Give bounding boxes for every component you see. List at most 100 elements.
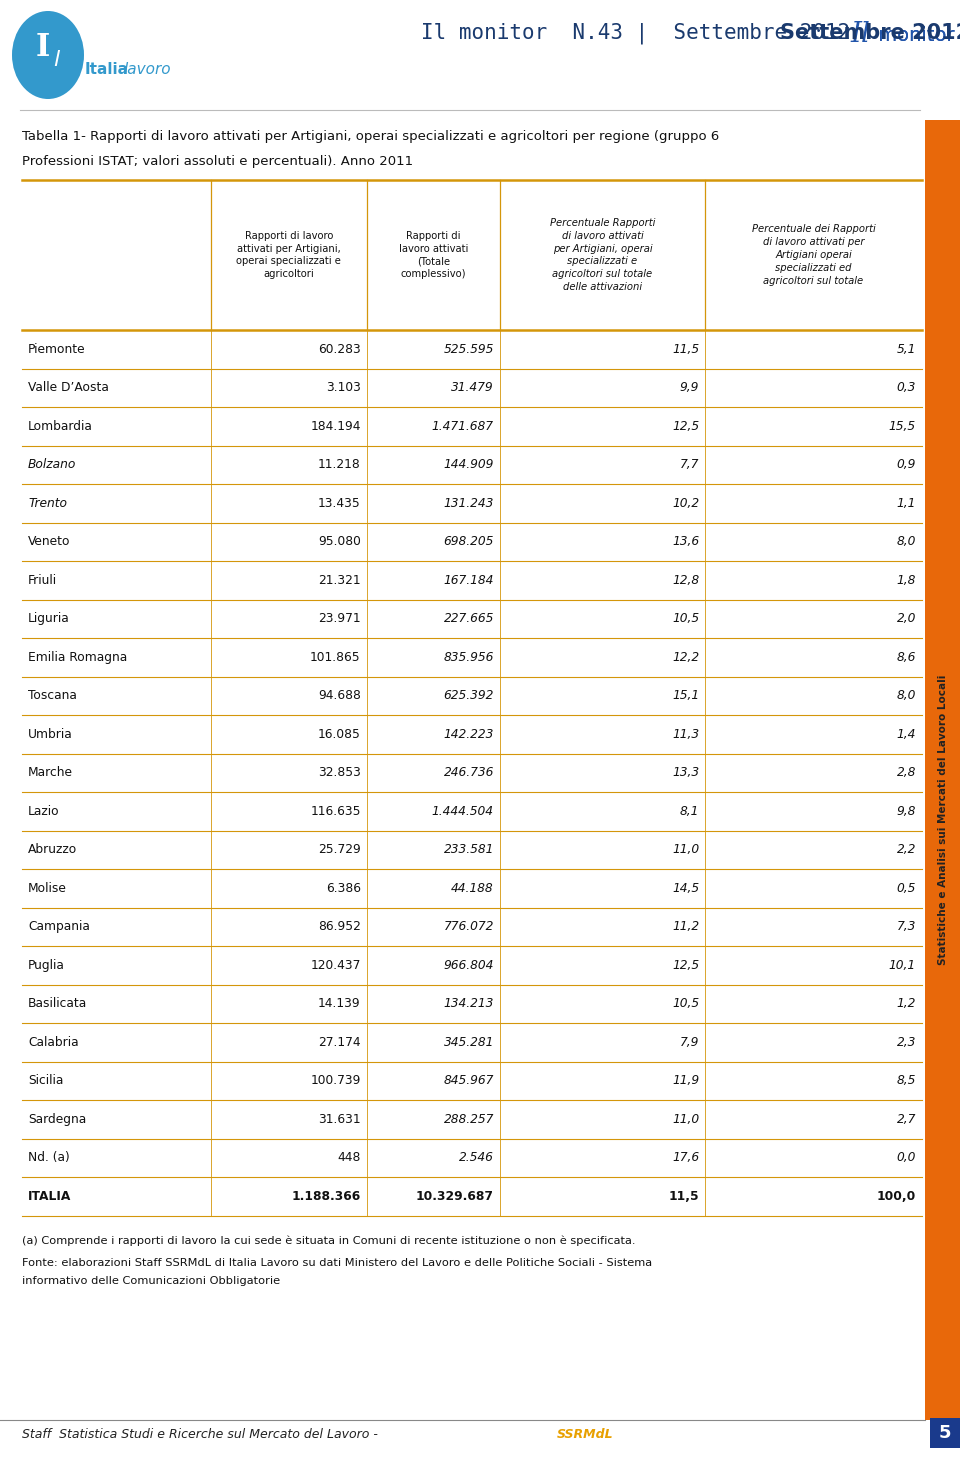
- Text: monitor  N.43 |: monitor N.43 |: [872, 25, 960, 45]
- Text: Puglia: Puglia: [28, 959, 65, 972]
- Text: 12,5: 12,5: [672, 420, 699, 432]
- Bar: [930, 1418, 960, 1448]
- Text: Sicilia: Sicilia: [28, 1075, 63, 1088]
- Text: Nd. (a): Nd. (a): [28, 1152, 70, 1164]
- Text: 1,4: 1,4: [897, 727, 916, 740]
- Text: 7,7: 7,7: [680, 458, 699, 472]
- Text: Bolzano: Bolzano: [28, 458, 77, 472]
- Text: 0,3: 0,3: [897, 381, 916, 394]
- Text: 100.739: 100.739: [310, 1075, 361, 1088]
- Text: 227.665: 227.665: [444, 612, 493, 625]
- Text: 11,5: 11,5: [672, 343, 699, 356]
- Text: 11,0: 11,0: [672, 1113, 699, 1126]
- Text: 11,0: 11,0: [672, 844, 699, 856]
- Text: Trento: Trento: [28, 496, 67, 510]
- Text: Il monitor  N.43 |  Settembre 2012: Il monitor N.43 | Settembre 2012: [420, 22, 850, 44]
- Text: 131.243: 131.243: [444, 496, 493, 510]
- Text: 233.581: 233.581: [444, 844, 493, 856]
- Text: 44.188: 44.188: [451, 882, 493, 895]
- Text: Tabella 1- Rapporti di lavoro attivati per Artigiani, operai specializzati e agr: Tabella 1- Rapporti di lavoro attivati p…: [22, 130, 719, 143]
- Text: 100,0: 100,0: [876, 1190, 916, 1203]
- Text: 11,5: 11,5: [668, 1190, 699, 1203]
- Text: Molise: Molise: [28, 882, 67, 895]
- Text: Staff  Statistica Studi e Ricerche sul Mercato del Lavoro -: Staff Statistica Studi e Ricerche sul Me…: [22, 1428, 382, 1441]
- Text: 2,2: 2,2: [897, 844, 916, 856]
- Text: Veneto: Veneto: [28, 536, 70, 549]
- Text: (a) Comprende i rapporti di lavoro la cui sede è situata in Comuni di recente is: (a) Comprende i rapporti di lavoro la cu…: [22, 1235, 636, 1245]
- Text: Campania: Campania: [28, 920, 90, 933]
- Text: Marche: Marche: [28, 766, 73, 780]
- Text: 94.688: 94.688: [318, 689, 361, 702]
- Text: 845.967: 845.967: [444, 1075, 493, 1088]
- Text: Basilicata: Basilicata: [28, 997, 87, 1010]
- Text: 1,1: 1,1: [897, 496, 916, 510]
- Text: 7,9: 7,9: [680, 1035, 699, 1048]
- Text: Lazio: Lazio: [28, 804, 60, 818]
- Text: 1,2: 1,2: [897, 997, 916, 1010]
- Text: 31.479: 31.479: [451, 381, 493, 394]
- Text: 116.635: 116.635: [310, 804, 361, 818]
- Text: ITALIA: ITALIA: [28, 1190, 71, 1203]
- Text: Emilia Romagna: Emilia Romagna: [28, 651, 128, 664]
- Text: 10,5: 10,5: [672, 997, 699, 1010]
- Text: 776.072: 776.072: [444, 920, 493, 933]
- Text: Valle D’Aosta: Valle D’Aosta: [28, 381, 108, 394]
- Text: 144.909: 144.909: [444, 458, 493, 472]
- Text: 10,2: 10,2: [672, 496, 699, 510]
- Text: 8,5: 8,5: [897, 1075, 916, 1088]
- Text: Percentuale dei Rapporti
di lavoro attivati per
Artigiani operai
specializzati e: Percentuale dei Rapporti di lavoro attiv…: [752, 225, 876, 286]
- Text: 1.444.504: 1.444.504: [432, 804, 493, 818]
- Text: 525.595: 525.595: [444, 343, 493, 356]
- Text: 11,9: 11,9: [672, 1075, 699, 1088]
- Text: 11,2: 11,2: [672, 920, 699, 933]
- Text: 2,0: 2,0: [897, 612, 916, 625]
- Text: 1.471.687: 1.471.687: [432, 420, 493, 432]
- Text: 31.631: 31.631: [318, 1113, 361, 1126]
- Text: Piemonte: Piemonte: [28, 343, 85, 356]
- Text: 23.971: 23.971: [318, 612, 361, 625]
- Text: 10.329.687: 10.329.687: [416, 1190, 493, 1203]
- Text: 13,3: 13,3: [672, 766, 699, 780]
- Text: 13.435: 13.435: [318, 496, 361, 510]
- Text: 698.205: 698.205: [444, 536, 493, 549]
- Text: 10,1: 10,1: [889, 959, 916, 972]
- Text: 1,8: 1,8: [897, 574, 916, 587]
- Text: l: l: [53, 50, 60, 70]
- Text: 0,9: 0,9: [897, 458, 916, 472]
- Text: 11,3: 11,3: [672, 727, 699, 740]
- Text: 345.281: 345.281: [444, 1035, 493, 1048]
- Text: 8,0: 8,0: [897, 536, 916, 549]
- Text: I: I: [36, 32, 50, 63]
- Text: informativo delle Comunicazioni Obbligatorie: informativo delle Comunicazioni Obbligat…: [22, 1276, 280, 1285]
- Text: 60.283: 60.283: [318, 343, 361, 356]
- Text: Friuli: Friuli: [28, 574, 58, 587]
- Text: 7,3: 7,3: [897, 920, 916, 933]
- Text: Il: Il: [851, 22, 870, 48]
- Text: 17,6: 17,6: [672, 1152, 699, 1164]
- Text: 8,6: 8,6: [897, 651, 916, 664]
- Ellipse shape: [12, 12, 84, 99]
- Text: 13,6: 13,6: [672, 536, 699, 549]
- Text: 6.386: 6.386: [325, 882, 361, 895]
- Text: 11.218: 11.218: [318, 458, 361, 472]
- Text: lavoro: lavoro: [123, 63, 171, 77]
- Text: 134.213: 134.213: [444, 997, 493, 1010]
- Text: 101.865: 101.865: [310, 651, 361, 664]
- Text: 15,1: 15,1: [672, 689, 699, 702]
- Text: Professioni ISTAT; valori assoluti e percentuali). Anno 2011: Professioni ISTAT; valori assoluti e per…: [22, 155, 413, 168]
- Text: Italia: Italia: [85, 63, 129, 77]
- Text: Rapporti di lavoro
attivati per Artigiani,
operai specializzati e
agricoltori: Rapporti di lavoro attivati per Artigian…: [236, 231, 342, 279]
- Text: Rapporti di
lavoro attivati
(Totale
complessivo): Rapporti di lavoro attivati (Totale comp…: [398, 231, 468, 279]
- Text: 12,5: 12,5: [672, 959, 699, 972]
- Text: Percentuale Rapporti
di lavoro attivati
per Artigiani, operai
specializzati e
ag: Percentuale Rapporti di lavoro attivati …: [550, 218, 655, 292]
- Text: 12,2: 12,2: [672, 651, 699, 664]
- Text: 5: 5: [939, 1424, 951, 1442]
- Text: 9,9: 9,9: [680, 381, 699, 394]
- Text: 14.139: 14.139: [318, 997, 361, 1010]
- Text: Umbria: Umbria: [28, 727, 73, 740]
- Text: 8,1: 8,1: [680, 804, 699, 818]
- Text: 32.853: 32.853: [318, 766, 361, 780]
- Text: 8,0: 8,0: [897, 689, 916, 702]
- Text: 184.194: 184.194: [310, 420, 361, 432]
- Text: Sardegna: Sardegna: [28, 1113, 86, 1126]
